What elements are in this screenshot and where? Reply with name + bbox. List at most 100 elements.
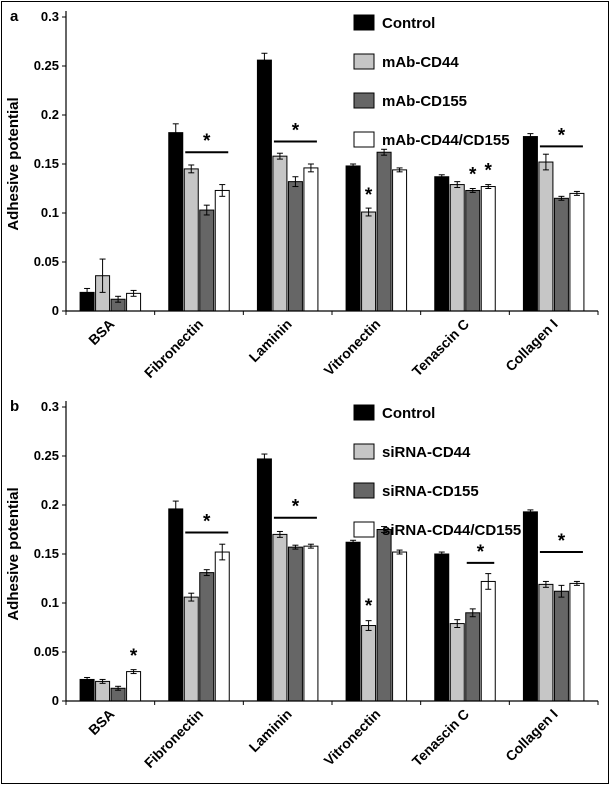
x-category-label: Tenascin C [409,706,472,769]
bar-Control-Tenascin C [434,553,450,702]
x-category-label: Laminin [246,316,295,365]
bar-Control-Collagen I [522,511,538,702]
significance-star: * [365,596,373,617]
bar-siRNA-CD44/CD155-Fibronectin [214,551,230,702]
x-category-label: Collagen I [502,706,561,765]
bar-Control-Fibronectin [168,132,184,312]
x-category-label: BSA [85,706,117,738]
y-tick-label: 0 [52,693,59,708]
legend-swatch-mAb-CD44 [353,53,375,70]
bar-chart-a: 0 0.05 0.1 0.15 0.2 0.25 0.3 * * * * * * BSA Fibronect… [5,8,599,381]
y-tick-label: 0.2 [41,497,59,512]
y-tick-label: 0.05 [34,254,59,269]
bar-siRNA-CD155-Vitronectin [376,529,392,702]
significance-star: * [558,531,566,552]
bar-mAb-CD155-Vitronectin [376,151,392,312]
legend-swatch-siRNA-CD44/CD155 [353,521,375,538]
legend-swatch-Control [353,14,375,31]
bar-mAb-CD44-Laminin [272,155,288,312]
y-tick-label: 0.1 [41,595,59,610]
significance-star: * [292,120,300,141]
legend-label: siRNA-CD155 [382,483,479,500]
chart-panel-a: 0 0.05 0.1 0.15 0.2 0.25 0.3 * * * * * * BSA Fibronect… [2,3,606,392]
bar-siRNA-CD44/CD155-BSA [126,671,142,702]
significance-star: * [203,511,211,532]
bar-siRNA-CD155-Tenascin C [465,612,481,702]
bar-mAb-CD44/CD155-Laminin [303,167,319,312]
bar-siRNA-CD44/CD155-Tenascin C [480,580,496,702]
y-tick-label: 0.1 [41,205,59,220]
legend-swatch-siRNA-CD155 [353,482,375,499]
significance-star: * [203,131,211,152]
legend-label: mAb-CD44/CD155 [382,132,510,149]
bar-mAb-CD44-Tenascin C [449,184,465,312]
legend-label: Control [382,405,435,422]
bar-Control-Collagen I [522,136,538,312]
y-axis-title: Adhesive potential [5,97,22,230]
bar-Control-Fibronectin [168,508,184,702]
y-axis-title: Adhesive potential [5,487,22,620]
y-tick-label: 0.2 [41,107,59,122]
legend-swatch-mAb-CD155 [353,92,375,109]
bar-siRNA-CD44-Vitronectin [361,625,377,702]
y-tick-label: 0.25 [34,58,59,73]
x-category-label: BSA [85,316,117,348]
bar-siRNA-CD155-Collagen I [553,590,569,702]
bar-chart-b: 0 0.05 0.1 0.15 0.2 0.25 0.3 * * * * * * BSA Fibronect… [5,398,599,771]
legend-label: mAb-CD44 [382,54,459,71]
panel-label: b [10,398,19,415]
y-tick-label: 0.3 [41,9,59,24]
bar-mAb-CD44/CD155-Vitronectin [392,169,408,312]
y-tick-label: 0 [52,303,59,318]
bar-siRNA-CD44/CD155-Collagen I [569,582,585,702]
bar-siRNA-CD44-Tenascin C [449,623,465,702]
bar-mAb-CD44/CD155-Fibronectin [214,189,230,312]
y-tick-label: 0.3 [41,399,59,414]
x-category-label: Tenascin C [409,316,472,379]
x-category-label: Collagen I [502,316,561,375]
bar-mAb-CD155-Tenascin C [465,189,481,312]
x-category-label: Vitronectin [321,706,384,769]
y-tick-label: 0.15 [34,546,59,561]
panel-label: a [10,8,19,25]
bar-mAb-CD44/CD155-Collagen I [569,192,585,312]
significance-star: * [130,646,138,667]
x-category-label: Vitronectin [321,316,384,379]
bar-siRNA-CD44/CD155-Vitronectin [392,551,408,702]
significance-star: * [292,497,300,518]
x-category-label: Laminin [246,706,295,755]
bar-Control-Vitronectin [345,541,361,702]
legend-swatch-Control [353,404,375,421]
bar-siRNA-CD44-BSA [95,680,111,702]
bar-mAb-CD44/CD155-Tenascin C [480,186,496,312]
bar-mAb-CD155-Fibronectin [199,209,215,312]
y-tick-label: 0.25 [34,448,59,463]
bar-mAb-CD155-Laminin [287,181,303,312]
bar-Control-Laminin [256,458,272,702]
significance-star: * [469,165,477,186]
legend-label: siRNA-CD44 [382,444,471,461]
significance-star: * [365,185,373,206]
bar-mAb-CD44-Collagen I [538,161,554,312]
chart-panel-b: 0 0.05 0.1 0.15 0.2 0.25 0.3 * * * * * * BSA Fibronect… [2,393,606,782]
legend-swatch-siRNA-CD44 [353,443,375,460]
legend-label: mAb-CD155 [382,93,467,110]
x-category-label: Fibronectin [141,316,206,381]
bar-siRNA-CD44/CD155-Laminin [303,545,319,702]
significance-star: * [558,125,566,146]
bar-siRNA-CD44-Collagen I [538,583,554,702]
bar-mAb-CD155-Collagen I [553,197,569,312]
bar-siRNA-CD155-Fibronectin [199,572,215,702]
bar-Control-BSA [79,678,95,702]
bar-siRNA-CD44-Laminin [272,533,288,702]
bar-mAb-CD44-Fibronectin [183,168,199,312]
y-tick-label: 0.05 [34,644,59,659]
legend-swatch-mAb-CD44/CD155 [353,131,375,148]
bar-Control-Laminin [256,59,272,312]
significance-star: * [485,161,493,182]
y-tick-label: 0.15 [34,156,59,171]
legend-label: siRNA-CD44/CD155 [382,522,521,539]
bar-mAb-CD44-Vitronectin [361,211,377,312]
x-category-label: Fibronectin [141,706,206,771]
